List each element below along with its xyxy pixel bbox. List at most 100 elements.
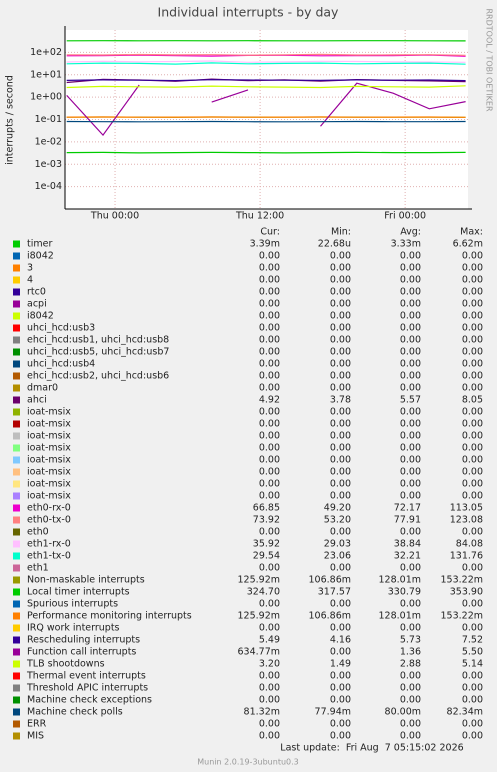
legend-min: 0.00 bbox=[330, 407, 351, 418]
legend-min: 0.00 bbox=[330, 455, 351, 466]
legend-max: 0.00 bbox=[462, 491, 483, 502]
legend-cur: 0.00 bbox=[259, 467, 280, 478]
legend-min: 0.00 bbox=[330, 299, 351, 310]
legend-cur: 324.70 bbox=[247, 587, 280, 598]
series-line bbox=[66, 85, 466, 89]
legend-swatch bbox=[13, 696, 20, 704]
legend-cur: 0.00 bbox=[259, 383, 280, 394]
legend-avg: 0.00 bbox=[400, 323, 421, 334]
legend-max: 0.00 bbox=[462, 671, 483, 682]
legend-min: 53.20 bbox=[324, 515, 351, 526]
legend-cur: 0.00 bbox=[259, 419, 280, 430]
x-tick-label: Fri 00:00 bbox=[384, 211, 426, 222]
legend-max: 0.00 bbox=[462, 431, 483, 442]
legend-cur: 73.92 bbox=[253, 515, 280, 526]
legend-swatch bbox=[13, 672, 20, 680]
series-line bbox=[66, 79, 466, 82]
legend-avg: 0.00 bbox=[400, 695, 421, 706]
legend-cur: 0.00 bbox=[259, 311, 280, 322]
legend-min: 0.00 bbox=[330, 335, 351, 346]
legend-min: 22.68u bbox=[318, 239, 351, 250]
legend-cur: 125.92m bbox=[238, 611, 281, 622]
legend-max: 123.08 bbox=[450, 515, 483, 526]
series-line bbox=[66, 62, 466, 65]
legend-min: 0.00 bbox=[330, 563, 351, 574]
legend-avg: 0.00 bbox=[400, 563, 421, 574]
legend-cur: 0.00 bbox=[259, 431, 280, 442]
y-tick-label: 1e+01 bbox=[30, 69, 62, 80]
legend-max: 131.76 bbox=[450, 551, 483, 562]
legend-max: 0.00 bbox=[462, 407, 483, 418]
legend-min: 0.00 bbox=[330, 431, 351, 442]
legend-cur: 0.00 bbox=[259, 671, 280, 682]
legend-min: 0.00 bbox=[330, 491, 351, 502]
y-axis-label: interrupts / second bbox=[5, 75, 16, 165]
legend-min: 0.00 bbox=[330, 383, 351, 394]
legend-cur: 0.00 bbox=[259, 275, 280, 286]
legend-max: 153.22m bbox=[441, 575, 484, 586]
legend-column-header: Max: bbox=[460, 227, 483, 238]
legend-name: 4 bbox=[27, 275, 33, 286]
legend-avg: 0.00 bbox=[400, 719, 421, 730]
series-line bbox=[66, 53, 466, 56]
legend-min: 0.00 bbox=[330, 347, 351, 358]
legend-min: 0.00 bbox=[330, 527, 351, 538]
legend-min: 49.20 bbox=[324, 503, 351, 514]
legend-swatch bbox=[13, 480, 20, 488]
legend-swatch bbox=[13, 732, 20, 740]
legend-cur: 0.00 bbox=[259, 359, 280, 370]
legend-max: 353.90 bbox=[450, 587, 483, 598]
legend-min: 0.00 bbox=[330, 719, 351, 730]
legend-cur: 0.00 bbox=[259, 407, 280, 418]
legend-name: eth0-rx-0 bbox=[27, 503, 71, 514]
legend-min: 0.00 bbox=[330, 251, 351, 262]
legend-min: 106.86m bbox=[309, 575, 352, 586]
legend-min: 0.00 bbox=[330, 323, 351, 334]
last-update: Last update: Fri Aug 7 05:15:02 2026 bbox=[280, 743, 463, 754]
legend-cur: 0.00 bbox=[259, 491, 280, 502]
legend-swatch bbox=[13, 360, 20, 368]
legend-name: IRQ work interrupts bbox=[27, 623, 120, 634]
legend-swatch bbox=[13, 468, 20, 476]
legend-cur: 0.00 bbox=[259, 443, 280, 454]
legend-name: acpi bbox=[27, 299, 47, 310]
legend-cur: 3.20 bbox=[259, 659, 280, 670]
legend-max: 0.00 bbox=[462, 479, 483, 490]
legend-max: 84.08 bbox=[456, 539, 483, 550]
legend-max: 0.00 bbox=[462, 563, 483, 574]
legend-min: 0.00 bbox=[330, 731, 351, 742]
x-tick-label: Thu 00:00 bbox=[90, 211, 139, 222]
legend-min: 0.00 bbox=[330, 647, 351, 658]
legend-swatch bbox=[13, 456, 20, 464]
legend-avg: 0.00 bbox=[400, 263, 421, 274]
legend-min: 0.00 bbox=[330, 695, 351, 706]
legend-cur: 0.00 bbox=[259, 683, 280, 694]
legend-cur: 0.00 bbox=[259, 719, 280, 730]
legend-min: 77.94m bbox=[315, 707, 351, 718]
legend-avg: 1.36 bbox=[400, 647, 421, 658]
legend-min: 23.06 bbox=[324, 551, 351, 562]
legend-cur: 0.00 bbox=[259, 371, 280, 382]
legend-name: uhci_hcd:usb3 bbox=[27, 323, 95, 334]
legend-swatch bbox=[13, 252, 20, 260]
legend-max: 8.05 bbox=[462, 395, 483, 406]
legend-avg: 0.00 bbox=[400, 359, 421, 370]
legend-avg: 0.00 bbox=[400, 671, 421, 682]
legend-min: 0.00 bbox=[330, 311, 351, 322]
legend-avg: 0.00 bbox=[400, 299, 421, 310]
legend-cur: 3.39m bbox=[250, 239, 280, 250]
legend-swatch bbox=[13, 528, 20, 536]
legend-cur: 66.85 bbox=[253, 503, 280, 514]
legend-swatch bbox=[13, 372, 20, 380]
legend-name: Non-maskable interrupts bbox=[27, 575, 145, 586]
legend-swatch bbox=[13, 420, 20, 428]
legend-swatch bbox=[13, 288, 20, 296]
series-line bbox=[66, 60, 466, 63]
legend-avg: 5.57 bbox=[400, 395, 421, 406]
legend-name: ehci_hcd:usb2, uhci_hcd:usb6 bbox=[27, 371, 169, 382]
legend-avg: 3.33m bbox=[391, 239, 421, 250]
legend-avg: 77.91 bbox=[394, 515, 421, 526]
legend-name: eth1-tx-0 bbox=[27, 551, 71, 562]
legend-swatch bbox=[13, 312, 20, 320]
legend-min: 0.00 bbox=[330, 623, 351, 634]
